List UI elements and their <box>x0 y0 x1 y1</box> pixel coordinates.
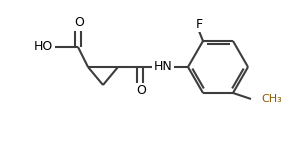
Text: CH₃: CH₃ <box>261 94 282 104</box>
Text: O: O <box>136 84 146 97</box>
Text: HN: HN <box>154 60 172 73</box>
Text: HO: HO <box>34 40 53 53</box>
Text: O: O <box>74 16 84 29</box>
Text: F: F <box>195 18 203 31</box>
